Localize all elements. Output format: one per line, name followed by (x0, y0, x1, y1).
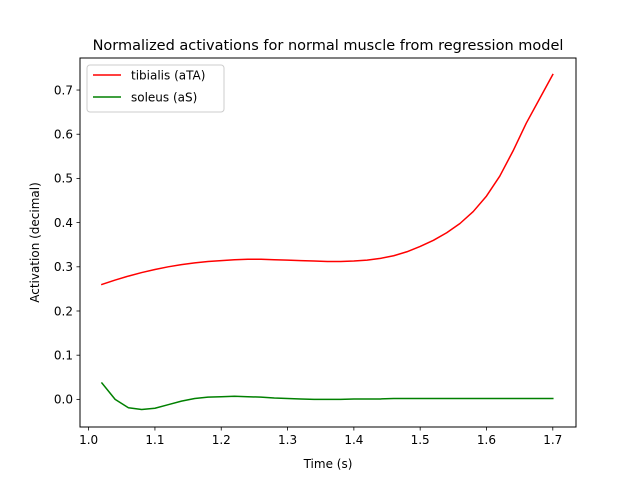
legend-label-0: tibialis (aTA) (131, 68, 205, 82)
legend-label-1: soleus (aS) (131, 90, 197, 104)
y-tick-label: 0.7 (54, 83, 73, 97)
chart-title: Normalized activations for normal muscle… (93, 38, 564, 54)
y-tick-label: 0.1 (54, 348, 73, 362)
y-tick-label: 0.0 (54, 393, 73, 407)
series-line-1 (100, 381, 554, 411)
y-axis: 0.0 0.1 0.2 0.3 0.4 0.5 0.6 0.7 (54, 83, 80, 407)
x-tick-label: 1.6 (477, 433, 496, 447)
x-axis: 1.0 1.1 1.2 1.3 1.4 1.5 1.6 1.7 (79, 427, 562, 447)
x-tick-label: 1.1 (145, 433, 164, 447)
x-tick-label: 1.5 (411, 433, 430, 447)
y-tick-label: 0.6 (54, 128, 73, 142)
x-tick-label: 1.0 (79, 433, 98, 447)
series-line-0 (100, 73, 554, 286)
y-tick-label: 0.5 (54, 172, 73, 186)
y-axis-label: Activation (decimal) (28, 182, 42, 303)
x-tick-label: 1.2 (212, 433, 231, 447)
series-layer (100, 73, 554, 411)
x-tick-label: 1.3 (278, 433, 297, 447)
y-tick-label: 0.3 (54, 260, 73, 274)
x-axis-label: Time (s) (303, 457, 353, 471)
legend-frame (86, 64, 225, 113)
x-tick-label: 1.4 (344, 433, 363, 447)
y-tick-label: 0.2 (54, 304, 73, 318)
plot-frame (79, 57, 577, 428)
x-tick-label: 1.7 (543, 433, 562, 447)
legend: tibialis (aTA) soleus (aS) (86, 64, 225, 113)
y-tick-label: 0.4 (54, 216, 73, 230)
